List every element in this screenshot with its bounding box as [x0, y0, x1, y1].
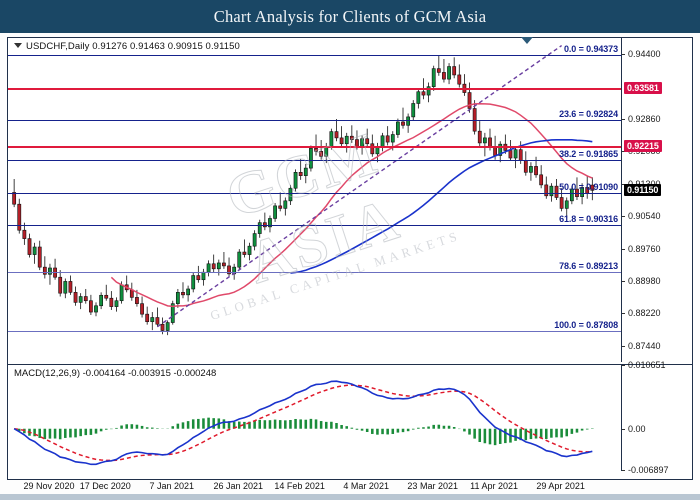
price-axis-tickmark [622, 346, 625, 348]
resistance-line [8, 88, 622, 91]
macd-axis: 0.010651 0.00 -0.006897 [621, 360, 692, 475]
date-axis-label: 29 Apr 2021 [536, 481, 585, 491]
date-axis-label: 4 Mar 2021 [343, 481, 389, 491]
macd-axis-tickmark [622, 365, 625, 366]
price-axis-tick: 0.91300 [628, 179, 661, 189]
price-plot-area[interactable]: GCM ASIA GLOBAL CAPITAL MARKETS 0.0 = 0.… [8, 38, 622, 362]
price-tag: 0.93581 [624, 82, 662, 95]
symbol-header-label: USDCHF,Daily 0.91276 0.91463 0.90915 0.9… [26, 41, 240, 52]
price-axis-tick: 0.94400 [628, 48, 661, 59]
chart-marker-triangle-icon [521, 37, 533, 44]
price-axis-tickmark [622, 215, 625, 217]
price-pane[interactable]: USDCHF,Daily 0.91276 0.91463 0.90915 0.9… [8, 37, 692, 362]
date-axis: 29 Nov 2020 17 Dec 2020 7 Jan 2021 26 Jan 2… [7, 481, 693, 495]
resistance-line [8, 145, 622, 148]
fibonacci-level-line [8, 192, 622, 194]
price-tag: 0.92215 [624, 139, 662, 152]
page-title: Chart Analysis for Clients of GCM Asia [213, 6, 487, 26]
price-axis-tickmark [622, 151, 625, 153]
macd-header-label: MACD(12,26,9) -0.004164 -0.003915 -0.000… [14, 368, 217, 379]
symbol-header: USDCHF,Daily 0.91276 0.91463 0.90915 0.9… [14, 41, 240, 52]
fibonacci-level-line [8, 160, 622, 162]
price-axis-tickmark [622, 281, 625, 283]
price-axis-tickmark [622, 313, 625, 315]
date-axis-label: 17 Dec 2020 [79, 481, 131, 491]
macd-axis-tickmark [622, 428, 625, 430]
date-axis-label: 29 Nov 2020 [23, 481, 75, 491]
price-axis-tick: 0.89760 [628, 243, 661, 254]
fibonacci-level-label: 61.8 = 0.90316 [559, 214, 618, 225]
chevron-down-icon[interactable] [14, 43, 22, 48]
fibonacci-level-label: 78.6 = 0.89213 [559, 260, 618, 271]
macd-pane[interactable]: MACD(12,26,9) -0.004164 -0.003915 -0.000… [8, 360, 692, 475]
fibonacci-level-line [8, 330, 622, 332]
date-axis-label: 23 Mar 2021 [407, 481, 458, 491]
price-axis-tick: 0.90540 [628, 210, 661, 221]
chart-frame: USDCHF,Daily 0.91276 0.91463 0.90915 0.9… [7, 37, 693, 480]
fibonacci-level-line [8, 271, 622, 273]
price-axis-tick: 0.88980 [628, 276, 661, 287]
price-axis-tick: 0.92860 [628, 113, 661, 124]
fibonacci-level-line [8, 225, 622, 227]
fibonacci-level-label: 100.0 = 0.87808 [554, 319, 618, 330]
fibonacci-level-label: 23.6 = 0.92824 [559, 109, 618, 120]
macd-axis-tickmark [622, 470, 625, 471]
footer-strip [0, 494, 700, 500]
fibonacci-level-line [8, 55, 622, 57]
price-axis-tick: 0.88220 [628, 308, 661, 319]
fibonacci-level-label: 0.0 = 0.94373 [563, 44, 618, 55]
price-axis-tickmark [622, 184, 625, 186]
date-axis-label: 26 Jan 2021 [213, 481, 264, 491]
macd-plot-area[interactable] [8, 365, 622, 471]
price-axis-tickmark [622, 248, 625, 250]
fibonacci-level-line [8, 120, 622, 122]
price-axis: 0.944000.928600.920800.913000.905400.897… [621, 38, 692, 362]
date-axis-label: 14 Feb 2021 [274, 481, 325, 491]
price-tag: 0.91150 [624, 184, 662, 197]
app-title-bar: Chart Analysis for Clients of GCM Asia [0, 0, 700, 33]
macd-axis-tick: 0.00 [628, 423, 646, 434]
fibonacci-level-label: 38.2 = 0.91865 [559, 149, 618, 160]
price-candlestick-svg [12, 44, 595, 336]
date-axis-label: 11 Apr 2021 [470, 481, 519, 491]
macd-axis-tick: 0.010651 [628, 360, 666, 370]
price-axis-tick: 0.87440 [628, 341, 661, 352]
macd-axis-tick: -0.006897 [628, 465, 669, 475]
fibonacci-level-label: 50.0 = 0.91090 [559, 181, 618, 192]
date-axis-label: 7 Jan 2021 [149, 481, 195, 491]
price-axis-tickmark [622, 118, 625, 120]
macd-svg [13, 380, 594, 466]
price-axis-tickmark [622, 53, 625, 55]
